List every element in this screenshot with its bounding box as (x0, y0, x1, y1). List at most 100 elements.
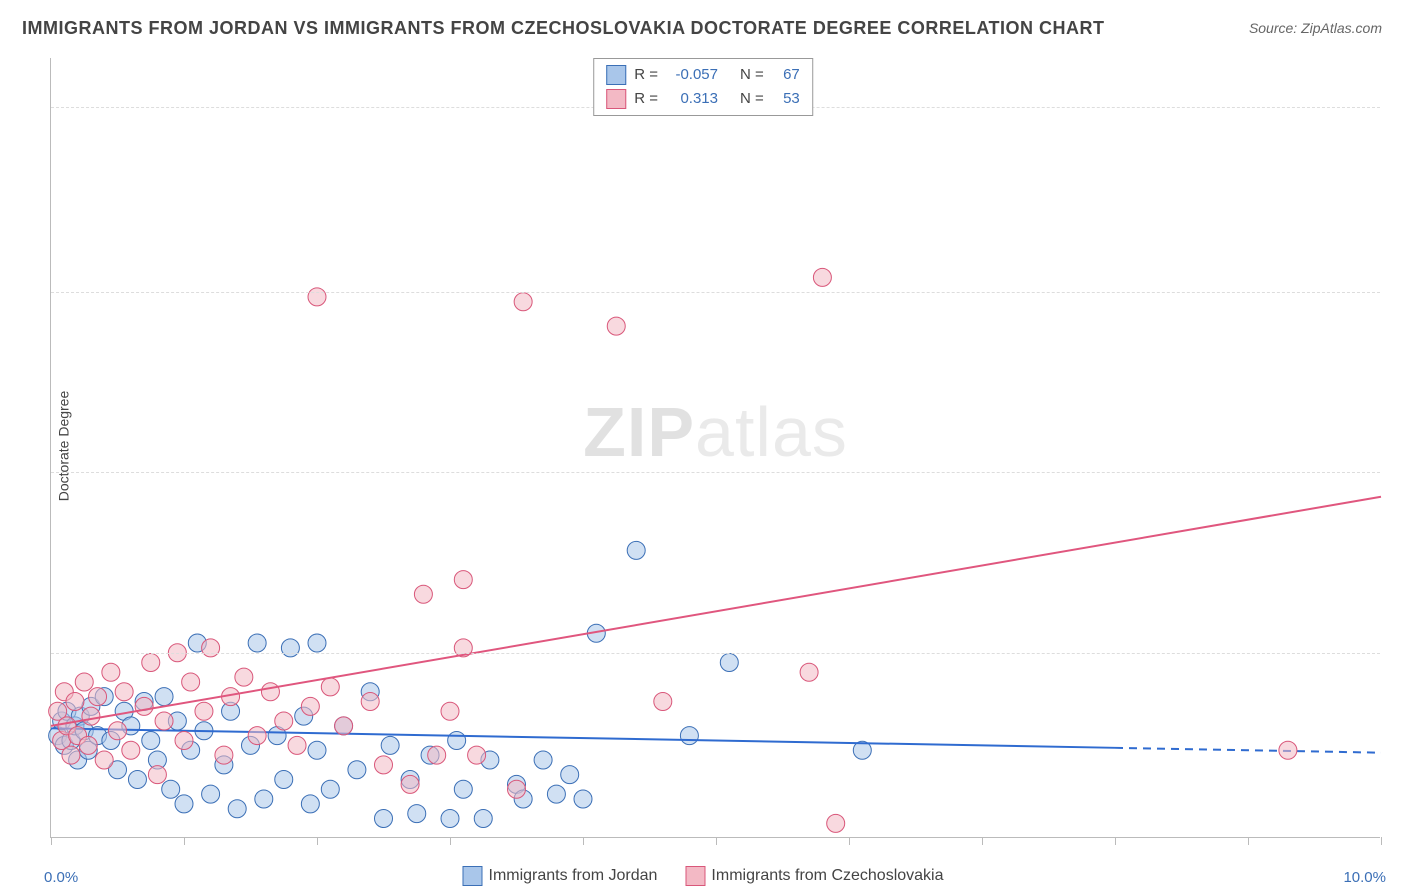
scatter-point (142, 732, 160, 750)
gridline (51, 472, 1380, 473)
n-label: N = (740, 87, 764, 111)
scatter-point (122, 741, 140, 759)
x-tick (450, 837, 451, 845)
scatter-point (321, 678, 339, 696)
source-prefix: Source: (1249, 20, 1301, 36)
x-tick (849, 837, 850, 845)
legend-stats: R =-0.057N =67R =0.313N =53 (593, 58, 813, 116)
x-tick (1115, 837, 1116, 845)
scatter-point (474, 810, 492, 828)
scatter-point (335, 717, 353, 735)
legend-item: Immigrants from Czechoslovakia (685, 866, 943, 886)
r-label: R = (634, 87, 658, 111)
scatter-point (128, 771, 146, 789)
scatter-point (361, 693, 379, 711)
scatter-point (508, 780, 526, 798)
scatter-point (813, 268, 831, 286)
legend-stat-row: R =0.313N =53 (606, 87, 800, 111)
scatter-point (534, 751, 552, 769)
scatter-point (375, 756, 393, 774)
scatter-point (202, 639, 220, 657)
scatter-point (102, 663, 120, 681)
scatter-point (275, 771, 293, 789)
scatter-point (115, 683, 133, 701)
legend-label: Immigrants from Jordan (488, 867, 657, 884)
scatter-point (408, 805, 426, 823)
x-axis-max-label: 10.0% (1343, 869, 1386, 886)
scatter-point (62, 746, 80, 764)
scatter-point (162, 780, 180, 798)
scatter-point (301, 697, 319, 715)
scatter-point (275, 712, 293, 730)
scatter-point (135, 697, 153, 715)
legend-swatch (462, 866, 482, 886)
scatter-point (281, 639, 299, 657)
scatter-point (175, 795, 193, 813)
scatter-point (155, 712, 173, 730)
x-tick (1248, 837, 1249, 845)
scatter-point (66, 693, 84, 711)
scatter-point (428, 746, 446, 764)
scatter-point (75, 673, 93, 691)
scatter-point (468, 746, 486, 764)
scatter-point (202, 785, 220, 803)
legend-label: Immigrants from Czechoslovakia (711, 867, 943, 884)
scatter-point (381, 736, 399, 754)
plot-svg (51, 58, 1380, 837)
scatter-point (95, 751, 113, 769)
scatter-point (109, 722, 127, 740)
y-tick-label: 15.0% (1388, 98, 1406, 115)
scatter-point (654, 693, 672, 711)
scatter-point (627, 541, 645, 559)
gridline (51, 292, 1380, 293)
y-tick-label: 7.5% (1388, 464, 1406, 481)
x-tick (716, 837, 717, 845)
y-tick-label: 11.2% (1388, 284, 1406, 301)
legend-item: Immigrants from Jordan (462, 866, 657, 886)
scatter-point (308, 634, 326, 652)
scatter-point (308, 741, 326, 759)
x-tick (184, 837, 185, 845)
r-label: R = (634, 63, 658, 87)
scatter-point (155, 688, 173, 706)
trend-line (51, 497, 1381, 726)
scatter-point (182, 673, 200, 691)
x-tick (1381, 837, 1382, 845)
scatter-point (800, 663, 818, 681)
scatter-point (142, 654, 160, 672)
source-credit: Source: ZipAtlas.com (1249, 20, 1382, 36)
scatter-point (1279, 741, 1297, 759)
legend-series: Immigrants from Jordan Immigrants from Cz… (462, 866, 943, 886)
scatter-point (441, 702, 459, 720)
scatter-point (441, 810, 459, 828)
scatter-point (175, 732, 193, 750)
scatter-point (248, 727, 266, 745)
scatter-point (195, 702, 213, 720)
scatter-point (261, 683, 279, 701)
n-value: 67 (772, 63, 800, 87)
legend-stat-row: R =-0.057N =67 (606, 63, 800, 87)
scatter-point (607, 317, 625, 335)
scatter-point (288, 736, 306, 754)
x-tick (982, 837, 983, 845)
r-value: 0.313 (666, 87, 718, 111)
scatter-point (454, 571, 472, 589)
legend-swatch (606, 89, 626, 109)
scatter-point (228, 800, 246, 818)
scatter-point (574, 790, 592, 808)
scatter-point (89, 688, 107, 706)
plot-area: ZIPatlas 15.0%11.2%7.5%3.8% (50, 58, 1380, 838)
source-text: ZipAtlas.com (1301, 20, 1382, 36)
scatter-point (680, 727, 698, 745)
scatter-point (82, 707, 100, 725)
scatter-point (448, 732, 466, 750)
x-tick (317, 837, 318, 845)
y-tick-label: 3.8% (1388, 644, 1406, 661)
scatter-point (255, 790, 273, 808)
scatter-point (248, 634, 266, 652)
scatter-point (720, 654, 738, 672)
chart-title: IMMIGRANTS FROM JORDAN VS IMMIGRANTS FRO… (22, 18, 1105, 39)
legend-swatch (606, 65, 626, 85)
x-axis-min-label: 0.0% (44, 869, 78, 886)
r-value: -0.057 (666, 63, 718, 87)
